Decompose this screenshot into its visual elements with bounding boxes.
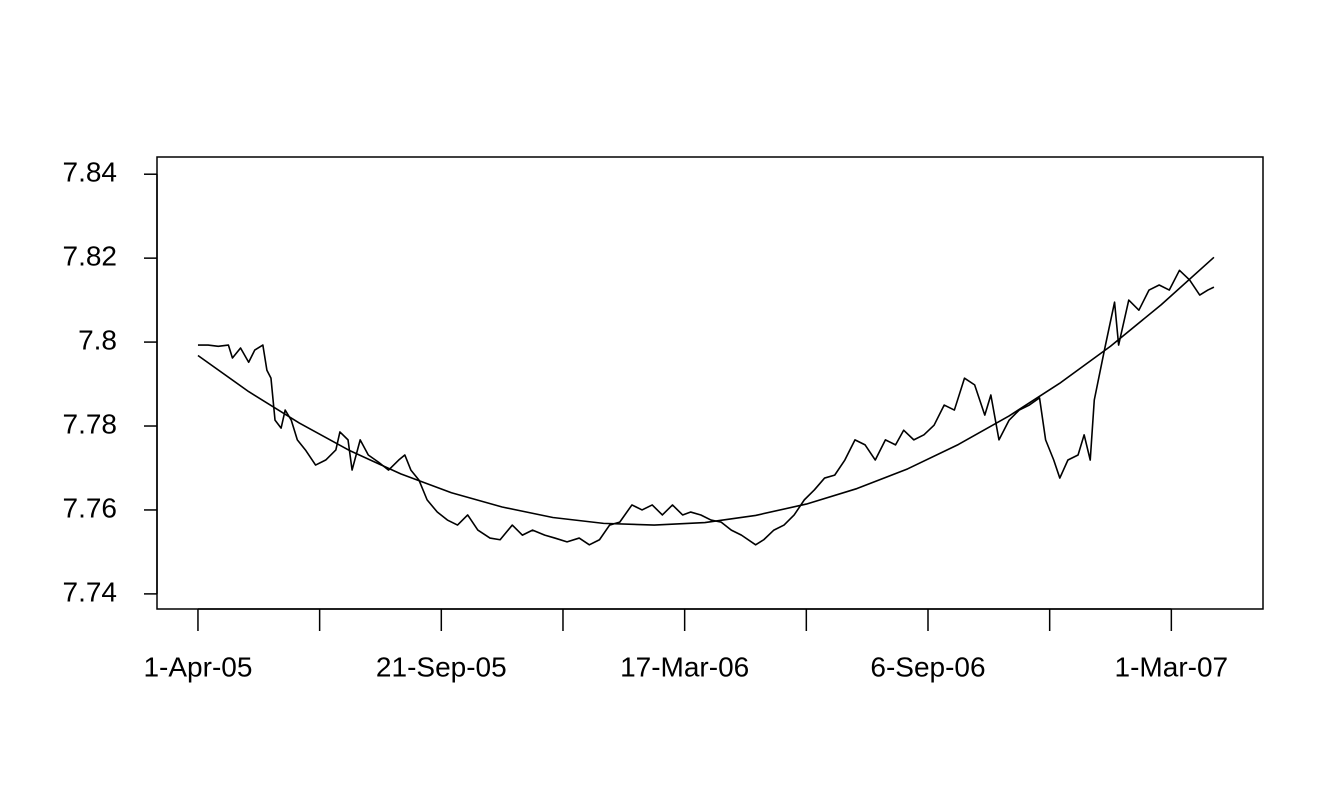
y-tick-label: 7.82 (63, 241, 118, 272)
y-tick-label: 7.74 (63, 576, 118, 607)
x-tick-label: 21-Sep-05 (376, 651, 507, 682)
x-tick-label: 1-Apr-05 (143, 651, 252, 682)
x-tick-label: 1-Mar-07 (1115, 651, 1229, 682)
y-tick-label: 7.76 (63, 492, 118, 523)
x-tick-label: 6-Sep-06 (870, 651, 985, 682)
y-tick-label: 7.8 (78, 324, 117, 355)
y-tick-label: 7.84 (63, 157, 118, 188)
data-line (197, 269, 1215, 546)
x-tick-label: 17-Mar-06 (620, 651, 749, 682)
data-line (197, 256, 1215, 526)
y-tick-label: 7.78 (63, 408, 118, 439)
